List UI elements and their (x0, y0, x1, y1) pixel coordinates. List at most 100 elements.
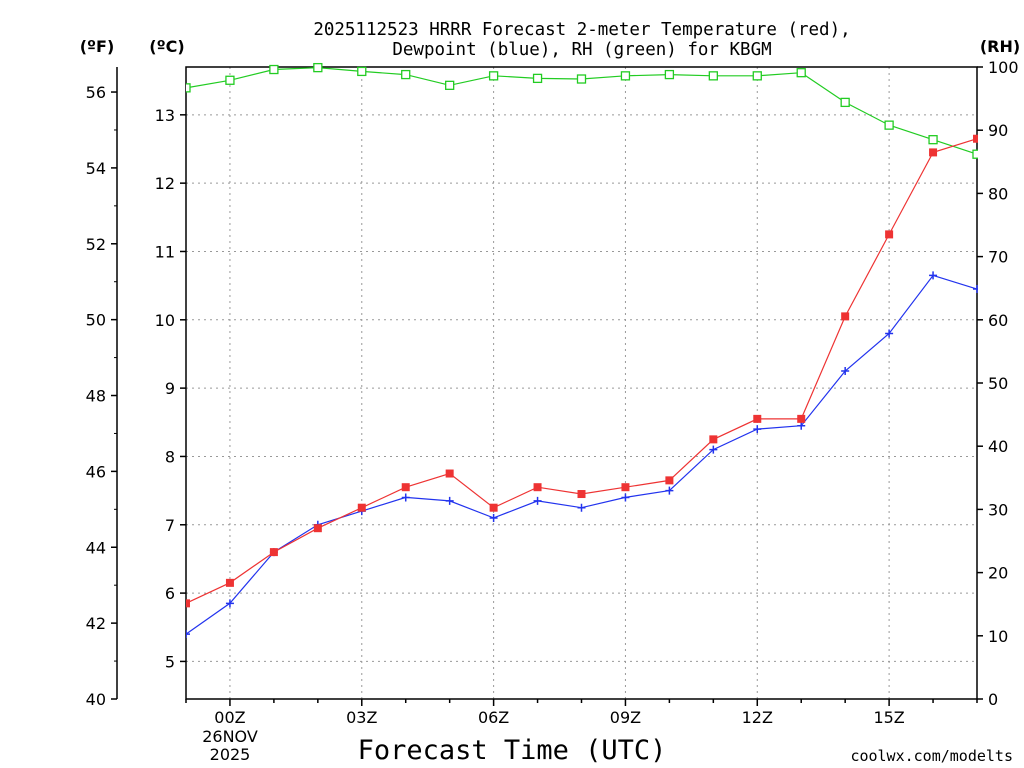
dewpoint-point (973, 285, 978, 294)
rh-point (884, 120, 894, 130)
rh-point (401, 69, 411, 80)
temperature-point (489, 503, 498, 512)
rh-point (225, 75, 235, 85)
dewpoint-line (186, 274, 978, 635)
temperature-point (885, 230, 894, 239)
rh-point (708, 71, 718, 81)
temperature-point (269, 548, 278, 557)
rh-tick-label: 0 (988, 690, 998, 709)
temperature-point (709, 435, 718, 444)
temperature-point (973, 134, 978, 143)
celsius-tick-label: 11 (155, 242, 175, 261)
dewpoint-point (753, 425, 762, 434)
fahrenheit-tick-label: 44 (86, 538, 106, 557)
dewpoint-point (709, 445, 718, 454)
grid-lines (186, 67, 977, 699)
temperature-point (577, 490, 586, 499)
x-axis-year-label: 2025 (210, 745, 251, 764)
data-series (186, 62, 978, 639)
temperature-point (621, 483, 630, 492)
dewpoint-point (841, 367, 850, 376)
rh-point (576, 74, 587, 84)
rh-tick-label: 90 (988, 121, 1008, 140)
tick-labels: 4042444648505254565678910111213010203040… (86, 58, 1019, 727)
dewpoint-point (533, 496, 542, 505)
celsius-tick-label: 5 (165, 652, 175, 671)
celsius-unit-label: (ºC) (149, 37, 184, 56)
rh-tick-label: 80 (988, 184, 1008, 203)
rh-point (269, 64, 279, 75)
dewpoint-point (621, 493, 630, 502)
celsius-tick-label: 8 (165, 447, 175, 466)
dewpoint-point (401, 493, 410, 502)
rh-point (796, 68, 806, 78)
x-axis-date-label: 26NOV (202, 727, 258, 746)
temperature-point (225, 578, 234, 587)
temperature-point (797, 414, 806, 423)
x-tick-label: 06Z (478, 708, 509, 727)
temperature-point (445, 469, 454, 478)
temperature-point (841, 312, 850, 321)
rh-point (186, 83, 191, 93)
rh-point (532, 73, 543, 84)
celsius-tick-label: 7 (165, 516, 175, 535)
celsius-tick-label: 6 (165, 584, 175, 603)
fahrenheit-tick-label: 54 (86, 159, 106, 178)
temperature-point (753, 414, 762, 423)
temperature-point (665, 476, 674, 485)
rh-point (752, 71, 762, 81)
chart-title-line2: Dewpoint (blue), RH (green) for KBGM (392, 40, 771, 60)
fahrenheit-unit-label: (ºF) (80, 37, 115, 56)
rh-tick-label: 30 (988, 500, 1008, 519)
x-tick-label: 03Z (346, 708, 377, 727)
celsius-tick-label: 9 (165, 379, 175, 398)
rh-point (620, 71, 631, 81)
x-tick-label: 00Z (214, 708, 245, 727)
dewpoint-point (445, 496, 454, 505)
x-tick-label: 09Z (610, 708, 641, 727)
temperature-point (313, 524, 322, 533)
rh-point (664, 69, 675, 80)
dewpoint-point (929, 271, 938, 280)
rh-tick-label: 100 (988, 58, 1019, 77)
celsius-tick-label: 13 (155, 106, 175, 125)
rh-tick-label: 70 (988, 248, 1008, 267)
temperature-point (186, 599, 190, 608)
rh-point (972, 149, 978, 159)
rh-point (357, 66, 367, 77)
fahrenheit-tick-label: 42 (86, 614, 106, 633)
rh-point (488, 71, 499, 81)
rh-tick-label: 40 (988, 437, 1008, 456)
rh-point (445, 80, 455, 90)
rh-point (840, 97, 850, 108)
temperature-point (357, 503, 366, 512)
x-axis-title: Forecast Time (UTC) (358, 735, 667, 766)
rh-point (928, 135, 938, 145)
fahrenheit-tick-label: 48 (86, 387, 106, 406)
dewpoint-point (885, 329, 894, 338)
fahrenheit-tick-label: 40 (86, 690, 106, 709)
temperature-point (533, 483, 542, 492)
dewpoint-point (797, 421, 806, 430)
temperature-point (929, 148, 938, 157)
dewpoint-point (489, 513, 498, 522)
fahrenheit-tick-label: 56 (86, 83, 106, 102)
dewpoint-point (665, 486, 674, 495)
x-tick-label: 12Z (742, 708, 773, 727)
rh-tick-label: 60 (988, 311, 1008, 330)
temperature-point (401, 483, 410, 492)
fahrenheit-tick-label: 52 (86, 235, 106, 254)
series-clipped-group (186, 62, 978, 639)
celsius-tick-label: 10 (155, 311, 175, 330)
dewpoint-point (225, 599, 234, 608)
rh-tick-label: 50 (988, 374, 1008, 393)
plot-frame (185, 66, 978, 700)
rh-point (313, 62, 323, 73)
credit-text: coolwx.com/modelts (850, 747, 1013, 765)
chart-axes (111, 66, 983, 706)
chart-title-line1: 2025112523 HRRR Forecast 2-meter Tempera… (313, 20, 850, 40)
celsius-tick-label: 12 (155, 174, 175, 193)
x-tick-label: 15Z (873, 708, 904, 727)
fahrenheit-tick-label: 46 (86, 462, 106, 481)
